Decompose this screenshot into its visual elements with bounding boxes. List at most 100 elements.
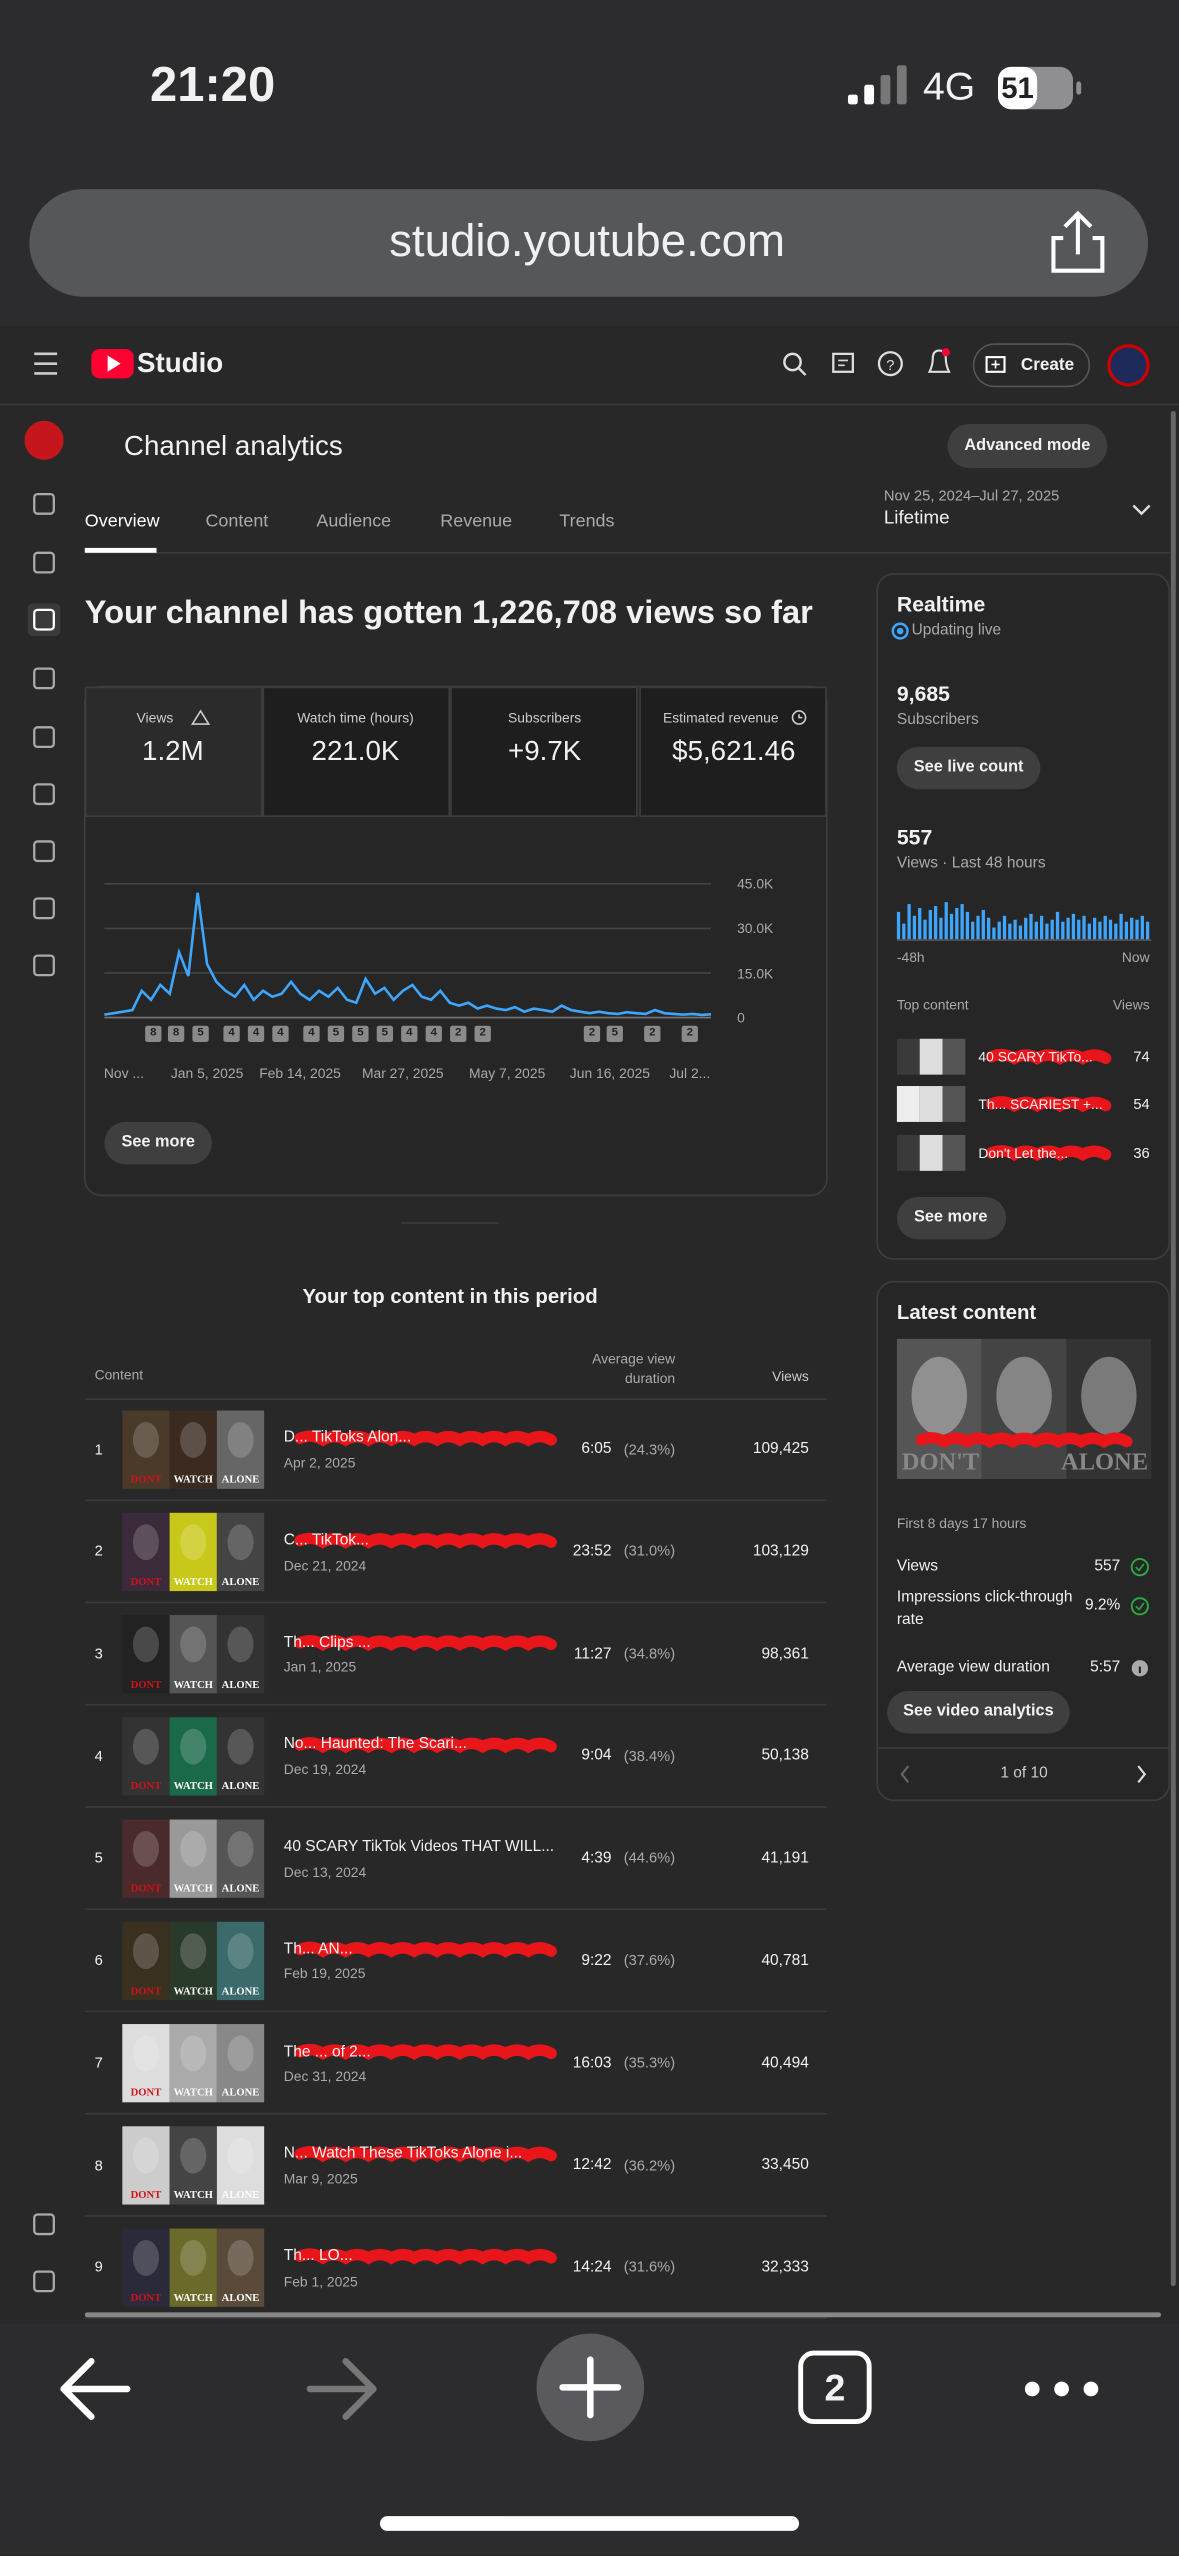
video-analytics-button[interactable]: [887, 1691, 1070, 1734]
tabs-button[interactable]: [798, 2350, 872, 2425]
video-badge[interactable]: [583, 1025, 601, 1043]
video-badge[interactable]: [167, 1025, 185, 1043]
period[interactable]: Lifetime: [883, 508, 950, 529]
video-badge[interactable]: [272, 1025, 289, 1043]
live-count-label[interactable]: See live count: [913, 758, 1024, 777]
avg-duration: 4:39: [581, 1849, 612, 1868]
video-date: Mar 9, 2025: [283, 2170, 358, 2187]
video-badge[interactable]: [681, 1025, 698, 1043]
hourly-bar: [1034, 921, 1038, 940]
video-badge[interactable]: [606, 1025, 623, 1043]
create-label[interactable]: Create: [1020, 354, 1075, 375]
tab[interactable]: Revenue: [440, 512, 513, 533]
chevron-icon[interactable]: [1132, 504, 1151, 516]
next-icon[interactable]: [1137, 1765, 1147, 1784]
battery-tip: [1076, 81, 1082, 95]
clock: 21:20: [150, 58, 276, 113]
hourly-bar: [1066, 917, 1070, 940]
metric-tile[interactable]: [84, 686, 263, 817]
back-icon[interactable]: [60, 2358, 131, 2420]
thumbnail-pane: [122, 1410, 170, 1489]
tab[interactable]: Overview: [84, 512, 160, 533]
thumbnail-pane: [169, 1819, 217, 1898]
bell-icon[interactable]: [927, 348, 951, 373]
sidebar-icon[interactable]: [33, 492, 55, 515]
tab[interactable]: Content: [205, 512, 269, 533]
video-date: Dec 21, 2024: [283, 1556, 367, 1573]
sidebar-icon[interactable]: [33, 840, 55, 863]
sidebar-icon[interactable]: [33, 726, 55, 749]
account-avatar[interactable]: [1107, 344, 1150, 387]
search-icon[interactable]: [783, 352, 807, 376]
tab[interactable]: Audience: [316, 512, 392, 533]
sidebar-icon[interactable]: [33, 783, 55, 806]
channel-avatar[interactable]: [24, 420, 64, 460]
video-badge[interactable]: [425, 1025, 442, 1043]
video-badge[interactable]: [376, 1025, 394, 1043]
video-badge[interactable]: [327, 1025, 345, 1043]
metric-tile[interactable]: [639, 686, 827, 817]
video-badge[interactable]: [303, 1025, 320, 1043]
sidebar-icon[interactable]: [33, 954, 55, 977]
more-dot[interactable]: [1024, 2381, 1040, 2397]
top-views: 54: [1133, 1095, 1150, 1112]
stat-label: Views: [896, 1557, 938, 1576]
metric-tile[interactable]: [262, 686, 451, 817]
forward-icon[interactable]: [306, 2358, 377, 2420]
video-badge[interactable]: [247, 1025, 265, 1043]
thumbnail-face: [227, 1728, 254, 1765]
see-more-button[interactable]: [104, 1121, 212, 1165]
thumbnail-face: [132, 1830, 159, 1867]
signal-bar: [847, 94, 858, 105]
live-count-button[interactable]: [896, 746, 1041, 790]
col-header: Average view duration: [592, 1350, 676, 1386]
help-icon[interactable]: ?: [877, 351, 903, 377]
thumbnail-pane: [122, 1512, 170, 1592]
icon-part: [832, 352, 855, 373]
menu-icon[interactable]: [34, 352, 58, 375]
url-bar[interactable]: [29, 189, 1149, 297]
comments-icon[interactable]: [832, 352, 855, 373]
top-thumb-pane: [896, 1086, 920, 1122]
see-more-label[interactable]: See more: [913, 1208, 988, 1227]
share-icon[interactable]: [1051, 210, 1105, 273]
x-tick-label: Feb 14, 2025: [259, 1064, 341, 1081]
realtime-see-more-button[interactable]: [896, 1196, 1007, 1240]
icon-part: [838, 359, 848, 367]
rank: 1: [94, 1440, 103, 1458]
video-badge[interactable]: [450, 1025, 467, 1043]
sidebar-icon[interactable]: [33, 897, 55, 920]
thumbnail-word: DON'T: [901, 1449, 980, 1476]
more-dot[interactable]: [1083, 2381, 1099, 2397]
advanced-mode-button[interactable]: [947, 423, 1108, 469]
video-badge[interactable]: [192, 1025, 209, 1043]
video-badge[interactable]: [223, 1025, 240, 1043]
hourly-bar: [1087, 923, 1091, 940]
video-analytics-label[interactable]: See video analytics: [903, 1702, 1054, 1721]
sidebar-icon[interactable]: [33, 608, 55, 631]
sidebar-icon[interactable]: [33, 667, 55, 690]
metric-tile[interactable]: [450, 686, 638, 817]
prev-icon[interactable]: [900, 1765, 910, 1784]
advanced-mode-label[interactable]: Advanced mode: [964, 437, 1091, 455]
thumbnail-pane: [169, 2024, 217, 2103]
create-button[interactable]: [972, 343, 1091, 388]
video-badge[interactable]: [401, 1025, 418, 1043]
sidebar-icon[interactable]: [33, 2213, 55, 2236]
see-more-label[interactable]: See more: [121, 1133, 195, 1152]
tab[interactable]: Trends: [559, 512, 615, 533]
rank: 9: [94, 2258, 103, 2276]
video-badge[interactable]: [474, 1025, 491, 1043]
sidebar-icon[interactable]: [33, 551, 55, 574]
video-badge[interactable]: [352, 1025, 369, 1043]
avg-duration: 9:04: [581, 1747, 612, 1766]
video-badge[interactable]: [145, 1025, 162, 1043]
badge-label: 5: [197, 1027, 204, 1040]
video-badge[interactable]: [644, 1025, 661, 1043]
icon-part: [1063, 210, 1093, 255]
more-dot[interactable]: [1054, 2381, 1069, 2397]
thumbnail-pane: [122, 2024, 170, 2103]
sidebar-icon[interactable]: [33, 2270, 55, 2293]
hourly-bar: [1013, 919, 1017, 940]
thumbnail-word: WATCH: [173, 2292, 213, 2304]
